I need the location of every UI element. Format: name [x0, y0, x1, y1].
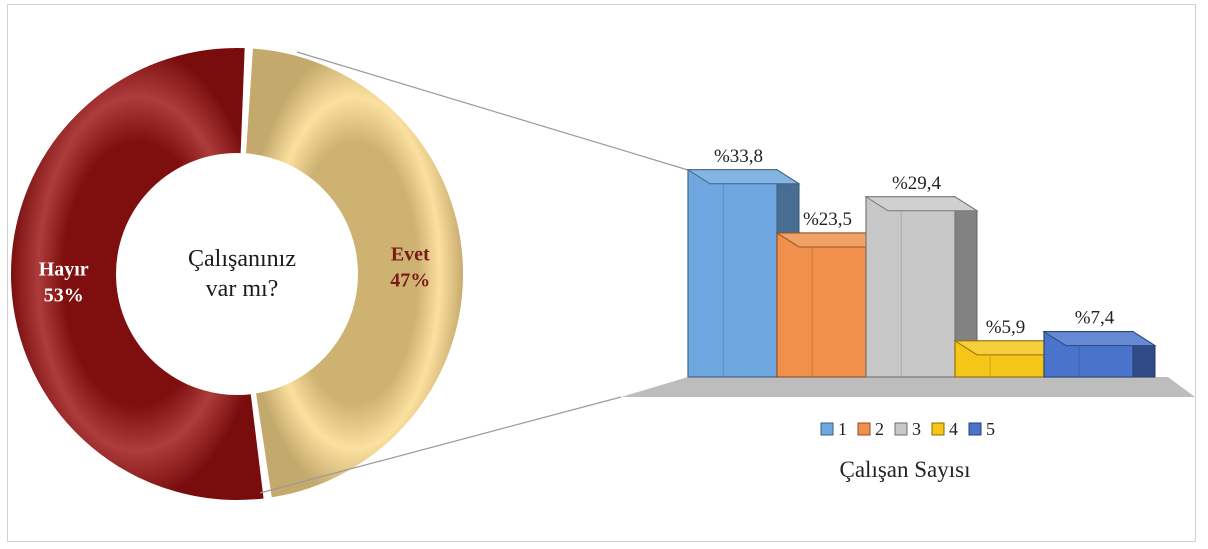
bar-3: %29,4 — [864, 173, 979, 378]
legend-swatch-5 — [968, 422, 982, 436]
bar-front-2 — [776, 232, 867, 378]
bar-data-label-4: %5,9 — [986, 317, 1026, 338]
legend-label-1: 1 — [838, 419, 847, 439]
legend-swatch-1 — [820, 422, 834, 436]
slice-value-hay-r: 53% — [44, 284, 84, 306]
bar-top-5 — [1042, 331, 1157, 347]
legend-swatch-2 — [857, 422, 871, 436]
bar-data-label-3: %29,4 — [892, 173, 942, 194]
legend-label-5: 5 — [986, 419, 995, 439]
bar-data-label-2: %23,5 — [803, 209, 852, 230]
bar-data-label-1: %33,8 — [714, 146, 763, 167]
slice-hay-r — [9, 46, 266, 502]
bar-legend: 1 2 3 4 5 — [820, 419, 995, 439]
legend-swatch-3 — [894, 422, 908, 436]
doughnut-center-label-line-1: Çalışanınız — [188, 246, 296, 272]
bar-chart: %33,8 %23,5 %29,4 %5,9 %7,4 — [621, 146, 1195, 397]
x-axis-title: Çalışan Sayısı — [840, 457, 971, 482]
slice-label-evet: Evet — [391, 244, 430, 266]
bar-1: %33,8 — [686, 146, 801, 378]
slice-label-hay-r: Hayır — [39, 258, 89, 280]
bar-top-3 — [864, 196, 979, 212]
legend-label-4: 4 — [949, 419, 958, 439]
slice-value-evet: 47% — [390, 270, 430, 292]
doughnut-chart: Evet 47% Hayır 53% Çalışanınız var mı? — [9, 46, 465, 502]
bar-front-3 — [865, 196, 956, 378]
connector-line-top — [296, 51, 689, 171]
doughnut-center-label-line-2: var mı? — [206, 276, 279, 302]
connector-line-bottom — [259, 396, 622, 494]
legend-label-3: 3 — [912, 419, 921, 439]
legend-label-2: 2 — [875, 419, 884, 439]
bar-top-1 — [686, 169, 801, 185]
chart-floor — [621, 377, 1195, 397]
bar-data-label-5: %7,4 — [1075, 308, 1115, 329]
bar-5: %7,4 — [1042, 308, 1157, 378]
bar-front-1 — [687, 169, 778, 378]
slice-evet — [243, 46, 465, 500]
legend-swatch-4 — [931, 422, 945, 436]
